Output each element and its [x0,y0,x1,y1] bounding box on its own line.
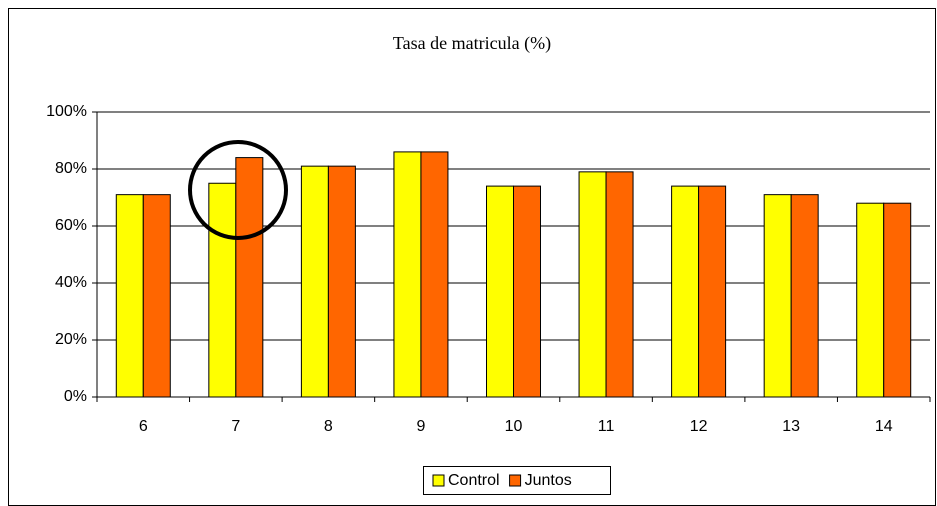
bar [883,202,912,398]
x-tick-label: 7 [231,418,240,435]
x-tick-label: 6 [139,418,148,435]
bar [142,194,171,398]
y-tick-label: 60% [55,217,87,234]
bar [235,157,264,398]
bar [671,185,700,398]
y-tick-label: 20% [55,331,87,348]
bar [393,151,422,398]
x-tick-label: 13 [782,418,800,435]
legend-label: Control [448,472,500,489]
y-tick-label: 0% [64,388,87,405]
y-tick-label: 80% [55,160,87,177]
legend-swatch [432,474,445,487]
bar [420,151,449,398]
bar [698,185,727,398]
highlight-circle [188,140,288,240]
x-tick-label: 9 [416,418,425,435]
x-tick-label: 10 [505,418,523,435]
y-tick-label: 40% [55,274,87,291]
x-tick-label: 8 [324,418,333,435]
chart-title: Tasa de matricula (%) [393,33,551,54]
legend-swatch [509,474,522,487]
legend-label: Juntos [525,472,572,489]
bar [856,202,885,398]
bar [513,185,541,398]
x-tick-label: 14 [875,418,893,435]
x-tick-label: 12 [690,418,708,435]
bar [115,194,144,398]
bar [605,171,634,398]
bar [327,165,356,398]
bar [208,182,237,398]
bar [578,171,607,398]
bar [790,194,819,398]
x-tick-label: 11 [598,418,615,435]
bar [763,194,792,398]
bar [486,185,514,398]
bar [300,165,329,398]
y-tick-label: 100% [46,103,87,120]
